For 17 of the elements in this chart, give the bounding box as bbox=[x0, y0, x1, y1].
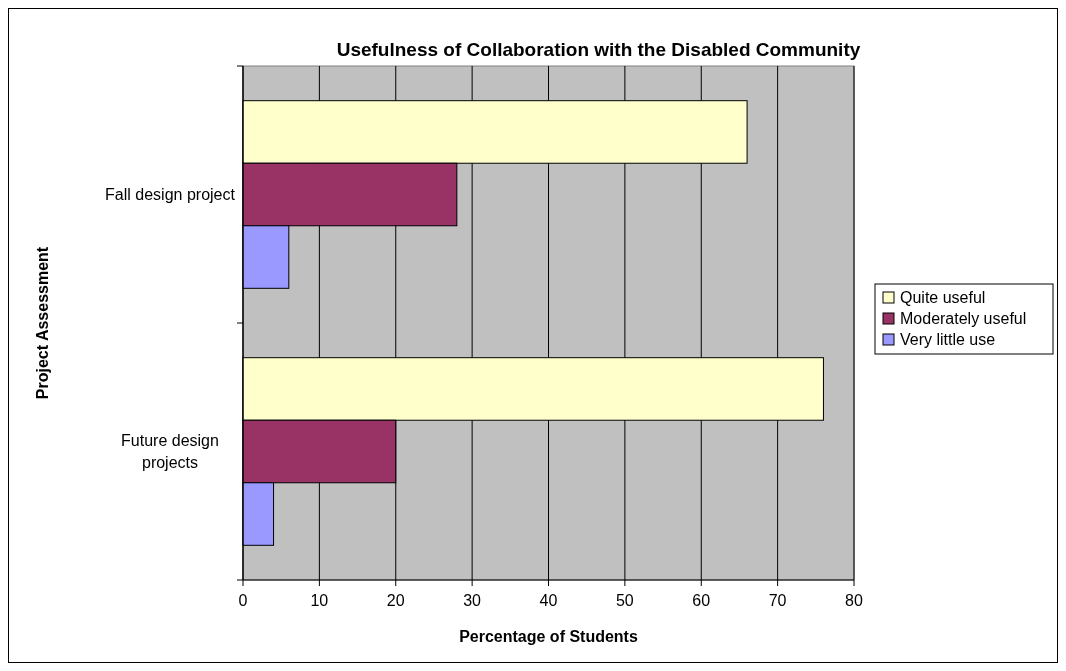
x-tick-label: 30 bbox=[463, 592, 482, 609]
x-tick-label: 70 bbox=[768, 592, 787, 609]
legend-label: Quite useful bbox=[900, 289, 986, 306]
x-axis-title: Percentage of Students bbox=[459, 628, 638, 645]
x-tick-label: 10 bbox=[310, 592, 329, 609]
x-tick-label: 0 bbox=[238, 592, 248, 609]
legend-label: Very little use bbox=[900, 331, 996, 348]
y-axis-title: Project Assessment bbox=[34, 246, 51, 400]
y-tick-label: Fall design project bbox=[105, 185, 236, 203]
x-tick-label: 40 bbox=[539, 592, 558, 609]
chart-title: Usefulness of Collaboration with the Disabled Community bbox=[336, 39, 861, 60]
x-tick-label: 80 bbox=[845, 592, 863, 609]
y-tick-label: Future design projects bbox=[121, 431, 219, 471]
x-tick-label: 50 bbox=[615, 592, 634, 609]
x-tick-label: 20 bbox=[386, 592, 405, 609]
x-tick-label: 60 bbox=[692, 592, 711, 609]
legend-label: Moderately useful bbox=[900, 310, 1027, 327]
